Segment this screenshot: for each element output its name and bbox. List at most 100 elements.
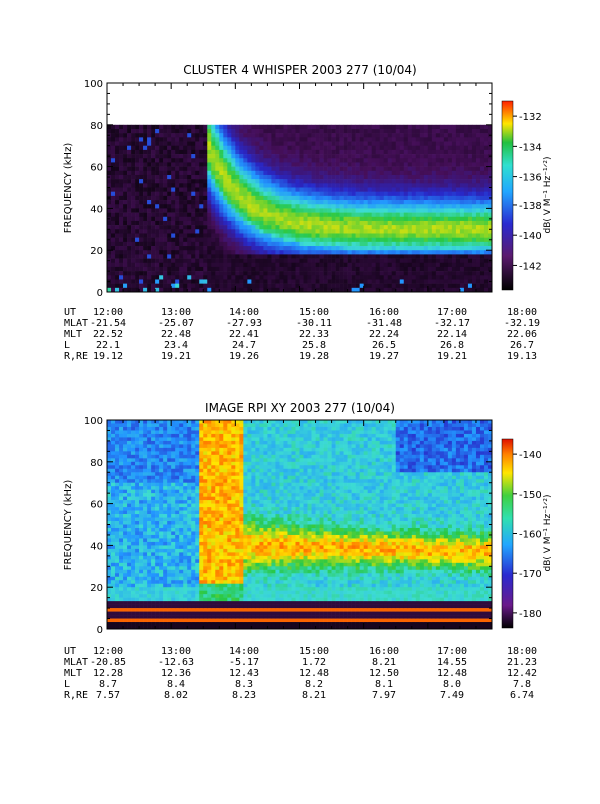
heatmap-cell [167,573,171,577]
heatmap-cell [115,619,119,623]
heatmap-cell [291,196,295,200]
heatmap-cell [380,162,384,166]
heatmap-cell [376,250,380,254]
heatmap-cell [388,254,392,258]
heatmap-cell [344,238,348,242]
heatmap-cell [456,267,460,271]
heatmap-cell [223,137,227,141]
heatmap-cell [151,573,155,577]
heatmap-cell [384,254,388,258]
heatmap-cell [127,563,131,567]
heatmap-cell [123,479,127,483]
heatmap-cell [396,275,400,279]
heatmap-cell [356,167,360,171]
heatmap-cell [143,559,147,563]
heatmap-cell [308,246,312,250]
heatmap-cell [127,196,131,200]
heatmap-cell [111,566,115,570]
heatmap-cell [476,279,480,283]
heatmap-cell [191,208,195,212]
heatmap-cell [396,183,400,187]
heatmap-cell [151,514,155,518]
heatmap-cell [119,521,123,525]
heatmap-cell [215,208,219,212]
heatmap-cell [247,213,251,217]
heatmap-cell [199,263,203,267]
heatmap-cell [340,142,344,146]
heatmap-cell [107,566,111,570]
heatmap-cell [295,279,299,283]
heatmap-cell [175,267,179,271]
heatmap-cell [107,430,111,434]
heatmap-cell [227,200,231,204]
heatmap-cell [163,573,167,577]
heatmap-cell [171,129,175,133]
heatmap-cell [287,275,291,279]
heatmap-cell [107,242,111,246]
heatmap-cell [304,254,308,258]
heatmap-cell [412,179,416,183]
heatmap-cell [191,267,195,271]
heatmap-cell [151,263,155,267]
heatmap-cell [372,192,376,196]
heatmap-cell [476,133,480,137]
heatmap-cell [187,213,191,217]
heatmap-cell [143,615,147,619]
heatmap-cell [460,225,464,229]
heatmap-cell [167,233,171,237]
heatmap-cell [428,284,432,288]
heatmap-cell [251,267,255,271]
heatmap-cell [111,462,115,466]
heatmap-cell [115,598,119,602]
heatmap-cell [364,263,368,267]
heatmap-cell [163,591,167,595]
heatmap-cell [151,434,155,438]
heatmap-cell [392,175,396,179]
heatmap-cell [328,167,332,171]
heatmap-cell [111,605,115,609]
heatmap-cell [420,125,424,129]
heatmap-cell [484,213,488,217]
heatmap-cell [223,162,227,166]
heatmap-cell [147,137,151,141]
heatmap-cell [107,254,111,258]
heatmap-cell [312,221,316,225]
heatmap-cell [472,179,476,183]
heatmap-cell [155,142,159,146]
heatmap-cell [283,125,287,129]
heatmap-cell [279,246,283,250]
heatmap-cell [432,208,436,212]
heatmap-cell [163,528,167,532]
heatmap-cell [131,217,135,221]
heatmap-cell [320,183,324,187]
heatmap-cell [111,430,115,434]
heatmap-cell [159,221,163,225]
heatmap-cell [131,271,135,275]
heatmap-cell [223,279,227,283]
y-axis-label: FREQUENCY (kHz) [63,143,74,234]
heatmap-cell [231,142,235,146]
heatmap-cell [135,275,139,279]
heatmap-cell [283,217,287,221]
heatmap-cell [283,284,287,288]
heatmap-cell [476,284,480,288]
heatmap-cell [464,125,468,129]
heatmap-cell [115,441,119,445]
heatmap-cell [368,183,372,187]
heatmap-cell [263,213,267,217]
heatmap-cell [127,427,131,431]
heatmap-cell [275,146,279,150]
heatmap-cell [352,263,356,267]
heatmap-cell [356,192,360,196]
heatmap-cell [444,200,448,204]
heatmap-cell [239,233,243,237]
heatmap-cell [115,242,119,246]
heatmap-cell [195,192,199,196]
heatmap-cell [300,284,304,288]
heatmap-cell [400,275,404,279]
heatmap-cell [247,183,251,187]
heatmap-cell [468,162,472,166]
heatmap-cell [344,154,348,158]
heatmap-cell [243,150,247,154]
heatmap-cell [239,171,243,175]
